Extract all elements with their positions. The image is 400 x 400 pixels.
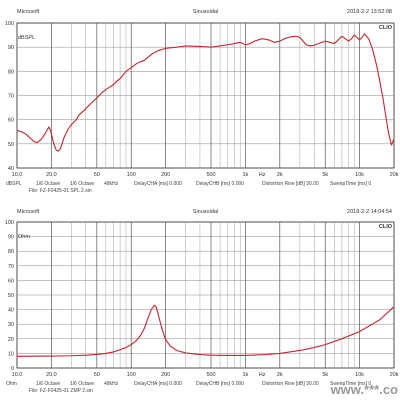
chart-footer-item: DelayCHA [ms] 0.000 (134, 181, 182, 187)
chart-corner-label: CLIO (379, 25, 393, 31)
x-tick-label: 10k (355, 172, 364, 178)
chart-header-right: 2018-2-2 14:04:54 (347, 209, 392, 215)
chart-footer-item: 1/6 Octave (36, 381, 60, 387)
x-tick-label: 500 (206, 172, 215, 178)
y-tick-label: 60 (8, 278, 14, 284)
chart-footer-item: 48kHz (104, 381, 119, 387)
y-tick-label: 50 (8, 293, 14, 299)
x-tick-label: 200 (161, 172, 170, 178)
y-tick-label: 70 (8, 264, 14, 270)
chart-footer-file: File: FZ-F0425-01 ZMP 2.sin (29, 388, 93, 394)
chart-footer-item: SweepTime [ms] 0 (330, 381, 371, 387)
y-tick-label: 0 (11, 366, 14, 372)
chart-header-left: Microsoft (17, 9, 40, 15)
chart-footer-item: 1/6 Octave (70, 181, 94, 187)
x-tick-label: 20k (390, 172, 399, 178)
y-tick-label: 90 (8, 235, 14, 241)
chart-footer-item: Distortion Rise [dB] 30.00 (262, 381, 319, 387)
chart-header-center: Sinusoidal (193, 9, 218, 15)
y-tick-label: 80 (8, 69, 14, 75)
x-tick-label: 10.0 (12, 172, 23, 178)
chart-footer-item: Ohm (6, 381, 17, 387)
y-tick-label: 40 (8, 308, 14, 314)
x-unit-label: Hz (259, 372, 266, 378)
chart-header-right: 2018-2-2 13:52:08 (347, 9, 392, 15)
chart-footer-item: DelayCHB [ms] 0.000 (196, 381, 244, 387)
watermark-text: www.***.co (330, 382, 398, 397)
x-tick-label: 5k (322, 172, 328, 178)
x-tick-label: 20.0 (46, 372, 57, 378)
x-tick-label: 100 (127, 172, 136, 178)
y-tick-label: 20 (8, 337, 14, 343)
x-tick-label: 1k (243, 372, 249, 378)
chart-panel-2: Microsoft Sinusoidal 2018-2-2 14:04:541009… (5, 209, 399, 394)
x-tick-label: 20.0 (46, 172, 57, 178)
series-line (16, 304, 395, 357)
chart-footer-item: Distortion Rise [dB] 30.00 (262, 181, 319, 187)
y-tick-label: 10 (8, 351, 14, 357)
chart-footer-item: DelayCHA [ms] 0.000 (134, 381, 182, 387)
chart-footer-item: dBSPL (6, 181, 22, 187)
y-unit-label: Ohm (18, 234, 30, 240)
x-tick-label: 50 (94, 172, 100, 178)
x-tick-label: 1k (243, 172, 249, 178)
y-tick-label: 50 (8, 142, 14, 148)
x-tick-label: 200 (161, 372, 170, 378)
x-tick-label: 2k (277, 372, 283, 378)
chart-footer-item: SweepTime [ms] 0 (330, 181, 371, 187)
x-tick-label: 20k (390, 372, 399, 378)
x-tick-label: 10k (355, 372, 364, 378)
series-line (16, 33, 395, 152)
x-tick-label: 500 (206, 372, 215, 378)
chart-corner-label: CLIO (379, 224, 393, 230)
chart-header-center: Sinusoidal (193, 209, 218, 215)
x-tick-label: 50 (94, 372, 100, 378)
y-unit-label: dBSPL (18, 35, 35, 41)
x-tick-label: 10.0 (12, 372, 23, 378)
x-tick-label: 2k (277, 172, 283, 178)
chart-panel-1: Microsoft Sinusoidal 2018-2-2 13:52:08 100 9… (5, 9, 399, 194)
y-tick-label: 90 (8, 45, 14, 51)
chart-footer-item: 1/6 Octave (36, 181, 60, 187)
chart-header-left: Microsoft (17, 209, 40, 215)
x-tick-label: 5k (322, 372, 328, 378)
y-tick-label: 70 (8, 94, 14, 100)
y-tick-label: 40 (8, 166, 14, 172)
chart-footer-file: File: FZ-F0425-01 SPL 2.sin (29, 188, 92, 194)
y-tick-label: 100 (5, 21, 14, 27)
y-tick-label: 80 (8, 249, 14, 255)
y-tick-label: 30 (8, 322, 14, 328)
chart-footer-item: 48kHz (104, 181, 119, 187)
y-tick-label: 100 (5, 220, 14, 226)
x-tick-label: 100 (127, 372, 136, 378)
chart-footer-item: 1/6 Octave (70, 381, 94, 387)
x-unit-label: Hz (259, 172, 266, 178)
chart-footer-item: DelayCHB [ms] 0.000 (196, 181, 244, 187)
y-tick-label: 60 (8, 118, 14, 124)
